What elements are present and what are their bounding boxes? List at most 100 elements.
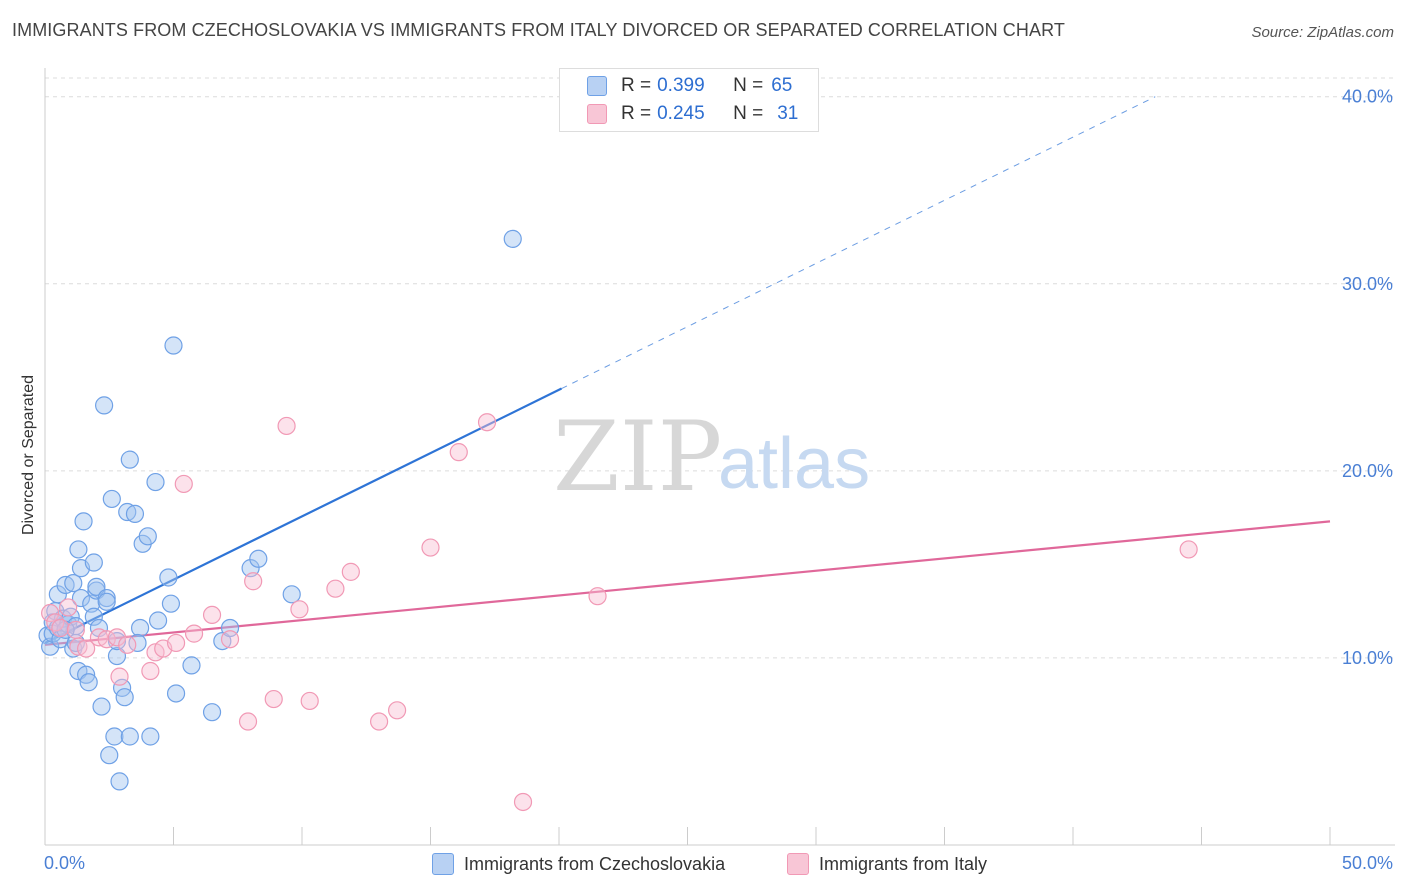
italy-point [77, 639, 96, 658]
czech-point [282, 585, 301, 604]
italy-point [59, 598, 78, 617]
italy-point [166, 633, 186, 653]
czech-point [71, 588, 91, 608]
italy-point [238, 712, 258, 731]
czech-point [100, 746, 119, 765]
italy-point [202, 605, 222, 625]
legend-n-value: 65 [771, 75, 793, 96]
czech-point [202, 703, 222, 722]
legend-row-czech: R = 0.399 N = 65 [587, 73, 792, 99]
czech-point [120, 727, 139, 746]
legend-n-label: N = [733, 103, 764, 124]
italy-point [118, 635, 137, 654]
czech-point [110, 772, 129, 791]
bottom-legend-label-italy: Immigrants from Italy [819, 853, 988, 874]
italy-point [421, 538, 440, 557]
italy-point [220, 630, 240, 649]
bottom-legend-italy: Immigrants from Italy [787, 852, 987, 876]
italy-point [588, 587, 607, 606]
czech-point [97, 592, 116, 611]
czech-trend-line [44, 387, 563, 644]
x-tick-label: 0.0% [44, 853, 85, 873]
y-tick-label: 40.0% [1342, 87, 1393, 107]
italy-point [46, 613, 65, 632]
stats-legend: R = 0.399 N = 65 R = 0.245 N = 31 [559, 68, 819, 132]
italy-point [110, 667, 129, 686]
y-tick-label: 20.0% [1342, 461, 1393, 481]
czech-point [120, 450, 139, 469]
czech-trend-extension [561, 96, 1156, 389]
czech-point [166, 684, 186, 703]
italy-point [107, 628, 127, 647]
czech-point [48, 585, 67, 604]
czech-points [38, 229, 522, 791]
italy-point [477, 413, 497, 432]
italy-point [513, 792, 533, 812]
italy-point [174, 474, 193, 494]
italy-point [41, 603, 60, 623]
italy-point [244, 572, 263, 591]
czech-point [159, 568, 178, 587]
watermark: ZIP atlas [553, 401, 870, 513]
legend-r-value: 0.245 [657, 103, 705, 124]
czech-point [130, 618, 150, 638]
czech-point [87, 577, 106, 596]
czech-point [115, 688, 134, 707]
italy-point [264, 689, 283, 709]
italy-points [41, 413, 1198, 812]
tick-labels: 10.0% 20.0% 30.0% 40.0% 0.0% 50.0% [44, 87, 1393, 873]
watermark-atlas: atlas [718, 424, 870, 504]
italy-point [449, 443, 468, 462]
czech-point [79, 673, 98, 692]
italy-point [326, 579, 345, 598]
y-axis-label: Divorced or Separated [20, 375, 37, 535]
italy-point [66, 620, 85, 639]
legend-swatch-czech [587, 76, 607, 96]
bottom-legend-swatch-czech [432, 853, 454, 875]
italy-point [184, 624, 204, 643]
czech-point [503, 229, 522, 248]
italy-point [370, 712, 389, 731]
bottom-legend-czech: Immigrants from Czechoslovakia [432, 852, 725, 876]
watermark-zip: ZIP [553, 401, 722, 513]
czech-point [84, 607, 103, 626]
chart-title: IMMIGRANTS FROM CZECHOSLOVAKIA VS IMMIGR… [12, 20, 1065, 40]
czech-point [74, 512, 93, 531]
italy-point [141, 661, 160, 681]
czech-point [105, 727, 124, 746]
legend-r-value: 0.399 [657, 75, 705, 96]
czech-point [69, 540, 88, 559]
italy-point [1179, 540, 1198, 559]
legend-n-label: N = [733, 75, 764, 96]
italy-point [277, 416, 296, 436]
axes [44, 68, 1395, 846]
czech-point [161, 594, 181, 613]
legend-swatch-italy [587, 104, 607, 124]
czech-point [125, 504, 145, 523]
legend-r-label: R = [621, 103, 652, 124]
czech-point [102, 489, 121, 509]
legend-r-label: R = [621, 75, 652, 96]
italy-point [51, 618, 70, 638]
bottom-legend-swatch-italy [787, 853, 809, 875]
italy-point [300, 691, 319, 711]
italy-point [387, 701, 407, 720]
czech-point [146, 472, 165, 492]
czech-point [95, 396, 114, 415]
x-tick-label: 50.0% [1342, 853, 1393, 873]
bottom-legend-label-czech: Immigrants from Czechoslovakia [464, 853, 726, 874]
czech-point [92, 697, 111, 716]
legend-n-value: 31 [777, 103, 799, 124]
trend-lines [44, 96, 1331, 646]
czech-point [164, 336, 183, 355]
czech-point [249, 549, 268, 568]
italy-point [290, 600, 309, 619]
czech-point [107, 646, 127, 666]
source-label: Source: ZipAtlas.com [1251, 24, 1394, 41]
czech-point [148, 611, 168, 630]
y-tick-label: 10.0% [1342, 648, 1393, 668]
czech-point [138, 527, 157, 546]
italy-point [341, 562, 360, 581]
czech-point [64, 573, 83, 593]
